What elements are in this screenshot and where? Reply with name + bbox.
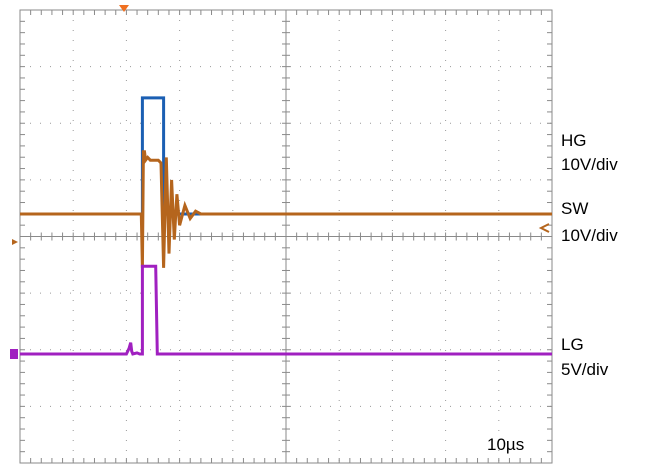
- lg-scale-label: 5V/div: [561, 360, 609, 379]
- lg-ground-marker: [10, 349, 18, 359]
- trigger-marker: [119, 5, 129, 12]
- sw-offset-marker: [538, 223, 550, 233]
- timebase-label: 10µs: [487, 435, 525, 454]
- hg-scale-label: 10V/div: [561, 155, 618, 174]
- sw-scale-label: 10V/div: [561, 226, 618, 245]
- lg-channel-label: LG: [561, 335, 584, 354]
- hg-channel-label: HG: [561, 131, 587, 150]
- trace-lg: [20, 264, 552, 356]
- sw-ground-marker: [12, 239, 18, 245]
- sw-channel-label: SW: [561, 199, 589, 218]
- trace-sw: [20, 150, 552, 268]
